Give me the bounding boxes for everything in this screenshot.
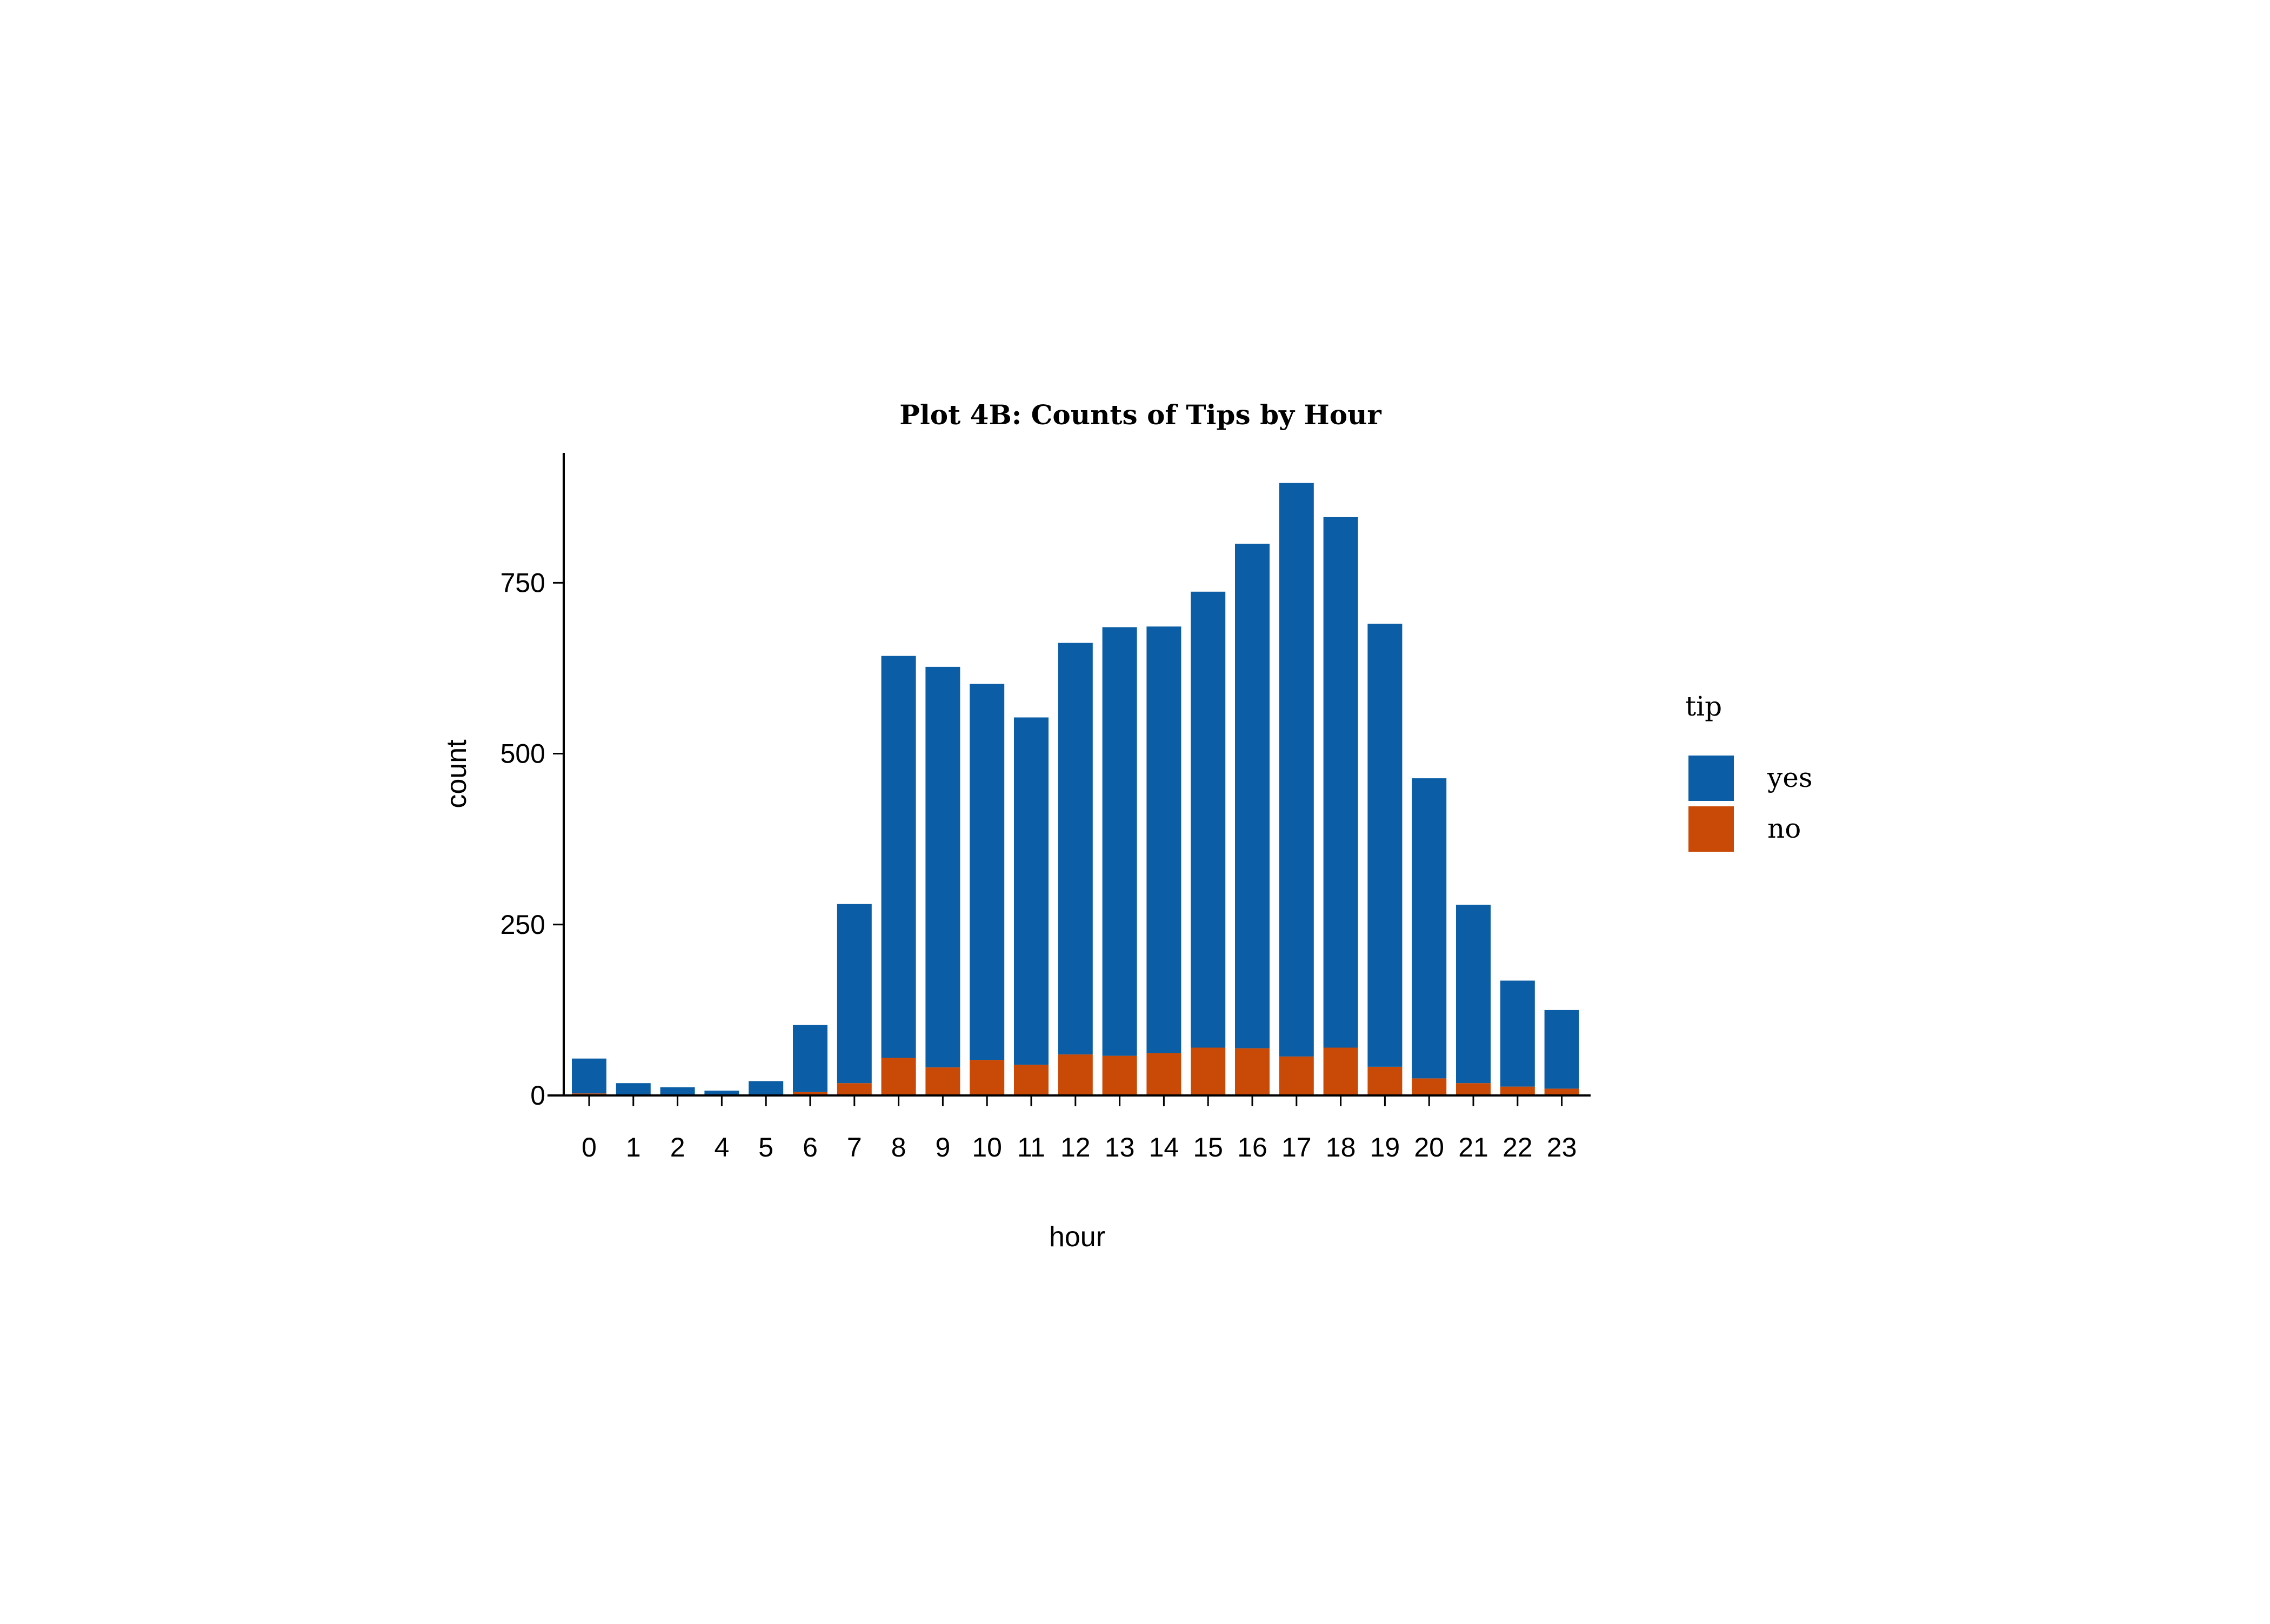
y-axis-label: count	[441, 739, 472, 808]
x-tick-label-1: 1	[626, 1132, 641, 1162]
x-ticks: 0 1 2 4 5 6 7 8 9 10 11 12 13 14 15 16 17 18 19 20 21 22 23	[582, 1095, 1577, 1162]
x-tick-label-12: 12	[1060, 1132, 1091, 1162]
y-tick-label-500: 500	[500, 739, 545, 769]
x-tick-label-7: 7	[847, 1132, 862, 1162]
x-tick-label-23: 23	[1547, 1132, 1577, 1162]
bar-yes-hour-18	[1323, 517, 1358, 1048]
legend: tip yes no	[1685, 691, 1813, 852]
bar-yes-hour-19	[1367, 624, 1403, 1067]
bar-no-hour-15	[1191, 1047, 1226, 1095]
bar-yes-hour-5	[749, 1081, 784, 1095]
legend-swatch-yes	[1688, 756, 1734, 801]
bar-no-hour-19	[1367, 1066, 1403, 1095]
x-tick-label-11: 11	[1017, 1132, 1045, 1162]
x-tick-label-4: 4	[714, 1132, 729, 1162]
x-tick-label-22: 22	[1503, 1132, 1533, 1162]
bar-no-hour-22	[1500, 1086, 1535, 1095]
bar-no-hour-14	[1146, 1053, 1181, 1095]
x-tick-label-8: 8	[891, 1132, 906, 1162]
bar-yes-hour-7	[837, 904, 872, 1084]
x-tick-label-10: 10	[972, 1132, 1002, 1162]
bar-yes-hour-22	[1500, 980, 1535, 1087]
legend-label-no: no	[1767, 813, 1801, 844]
bar-yes-hour-8	[881, 656, 916, 1058]
bar-yes-hour-20	[1412, 778, 1447, 1079]
x-tick-label-19: 19	[1370, 1132, 1400, 1162]
bars-layer	[572, 483, 1579, 1095]
bar-no-hour-6	[793, 1092, 827, 1095]
bar-no-hour-10	[970, 1060, 1005, 1095]
bar-yes-hour-15	[1191, 591, 1226, 1048]
bar-no-hour-12	[1058, 1054, 1093, 1095]
bar-no-hour-23	[1544, 1088, 1579, 1095]
y-tick-label-0: 0	[530, 1080, 545, 1111]
y-tick-label-250: 250	[500, 910, 545, 940]
x-tick-label-21: 21	[1458, 1132, 1488, 1162]
bar-yes-hour-11	[1014, 717, 1049, 1065]
bar-yes-hour-6	[793, 1025, 827, 1092]
bar-no-hour-7	[837, 1083, 872, 1095]
chart-title: Plot 4B: Counts of Tips by Hour	[899, 399, 1381, 431]
bar-yes-hour-23	[1544, 1010, 1579, 1089]
x-tick-label-6: 6	[803, 1132, 818, 1162]
bar-yes-hour-21	[1456, 905, 1491, 1084]
bar-yes-hour-12	[1058, 643, 1093, 1055]
bar-no-hour-17	[1279, 1056, 1314, 1095]
bar-yes-hour-10	[970, 684, 1005, 1060]
bar-no-hour-13	[1102, 1055, 1137, 1095]
bar-yes-hour-4	[704, 1091, 739, 1095]
x-tick-label-17: 17	[1281, 1132, 1312, 1162]
bar-yes-hour-17	[1279, 483, 1314, 1057]
bar-no-hour-16	[1235, 1048, 1270, 1095]
x-axis-label: hour	[1049, 1221, 1105, 1253]
bar-yes-hour-16	[1235, 544, 1270, 1048]
bar-yes-hour-9	[925, 666, 960, 1068]
legend-title: tip	[1685, 691, 1722, 722]
x-tick-label-16: 16	[1237, 1132, 1267, 1162]
y-ticks: 0 250 500 750	[500, 567, 564, 1111]
bar-yes-hour-1	[616, 1083, 651, 1095]
bar-yes-hour-0	[572, 1058, 606, 1094]
bar-yes-hour-13	[1102, 627, 1137, 1056]
bar-yes-hour-2	[660, 1087, 695, 1095]
x-tick-label-14: 14	[1149, 1132, 1179, 1162]
bar-no-hour-18	[1323, 1047, 1358, 1095]
x-tick-label-5: 5	[758, 1132, 773, 1162]
x-tick-label-0: 0	[582, 1132, 597, 1162]
x-tick-label-13: 13	[1105, 1132, 1135, 1162]
x-tick-label-2: 2	[670, 1132, 685, 1162]
x-tick-label-15: 15	[1193, 1132, 1223, 1162]
bar-no-hour-11	[1014, 1065, 1049, 1095]
y-tick-label-750: 750	[500, 567, 545, 598]
x-tick-label-20: 20	[1414, 1132, 1444, 1162]
legend-swatch-no	[1688, 806, 1734, 852]
x-tick-label-18: 18	[1326, 1132, 1356, 1162]
legend-label-yes: yes	[1767, 762, 1813, 793]
bar-no-hour-9	[925, 1067, 960, 1095]
x-tick-label-9: 9	[935, 1132, 950, 1162]
bar-no-hour-20	[1412, 1078, 1447, 1095]
bar-no-hour-21	[1456, 1083, 1491, 1095]
bar-yes-hour-14	[1146, 626, 1181, 1053]
bar-no-hour-8	[881, 1058, 916, 1095]
